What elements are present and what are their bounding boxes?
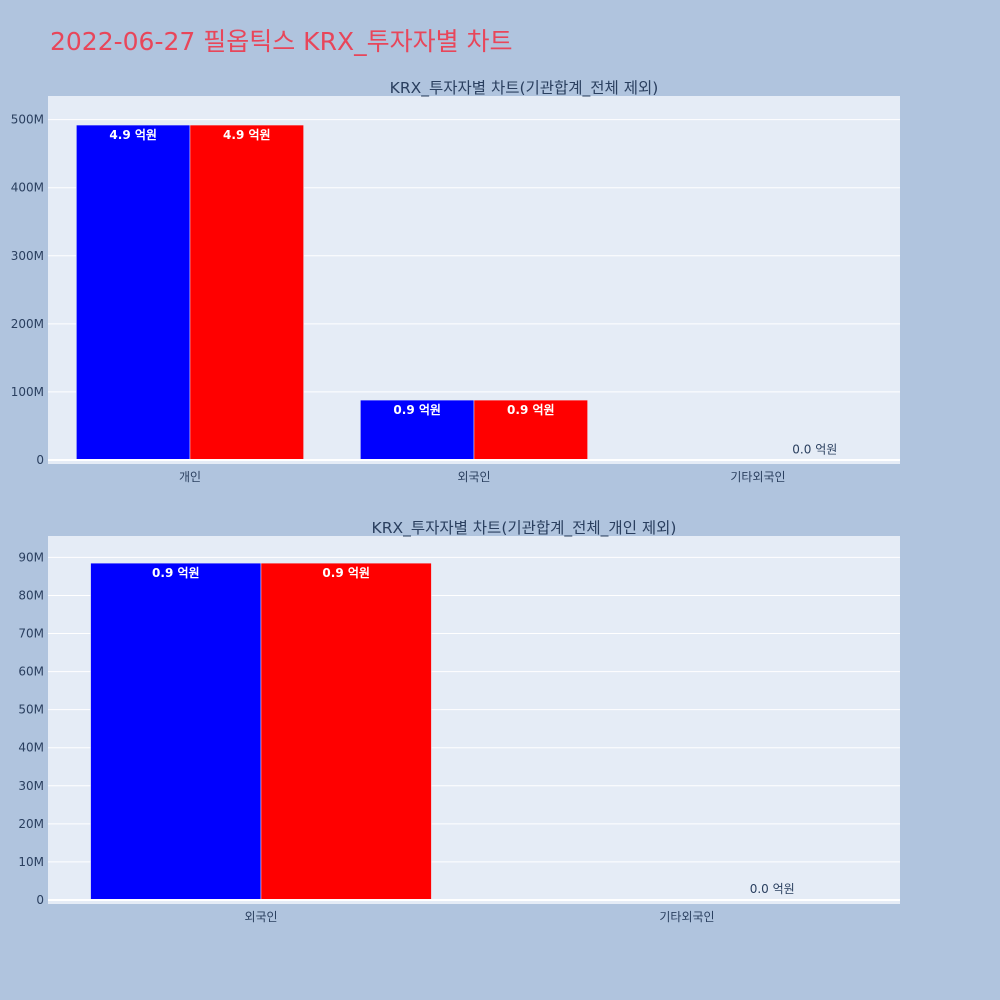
y-tick-label: 90M (18, 550, 44, 564)
y-tick-label: 0 (36, 893, 44, 907)
data-label: 4.9 억원 (109, 128, 157, 142)
x-tick-label: 개인 (179, 470, 201, 484)
x-tick-label: 외국인 (244, 910, 277, 924)
data-label: 0.0 억원 (750, 882, 795, 896)
data-label: 0.9 억원 (507, 403, 555, 417)
y-tick-label: 400M (11, 181, 44, 195)
y-tick-label: 20M (18, 817, 44, 831)
y-tick-label: 10M (18, 855, 44, 869)
data-label: 0.9 억원 (152, 566, 200, 580)
data-label: 0.9 억원 (322, 566, 370, 580)
x-tick-label: 기타외국인 (659, 910, 714, 924)
bar (260, 562, 432, 901)
bar (360, 399, 475, 461)
y-tick-label: 40M (18, 741, 44, 755)
y-tick-label: 0 (36, 453, 44, 467)
page-title: 2022-06-27 필옵틱스 KRX_투자자별 차트 (50, 27, 513, 56)
bar (473, 399, 588, 461)
y-tick-label: 80M (18, 588, 44, 602)
y-tick-label: 300M (11, 249, 44, 263)
bar (189, 124, 304, 461)
y-tick-label: 500M (11, 113, 44, 127)
y-tick-label: 60M (18, 665, 44, 679)
chart-title-2: KRX_투자자별 차트(기관합계_전체_개인 제외) (372, 519, 677, 538)
y-tick-label: 30M (18, 779, 44, 793)
y-tick-label: 100M (11, 385, 44, 399)
bar (76, 124, 191, 461)
y-tick-label: 200M (11, 317, 44, 331)
x-tick-label: 외국인 (457, 470, 490, 484)
data-label: 4.9 억원 (223, 128, 271, 142)
bar (90, 562, 262, 901)
chart-title-1: KRX_투자자별 차트(기관합계_전체 제외) (390, 79, 659, 98)
data-label: 0.0 억원 (792, 442, 837, 456)
y-tick-label: 70M (18, 627, 44, 641)
data-label: 0.9 억원 (393, 403, 441, 417)
y-tick-label: 50M (18, 703, 44, 717)
x-tick-label: 기타외국인 (730, 470, 785, 484)
